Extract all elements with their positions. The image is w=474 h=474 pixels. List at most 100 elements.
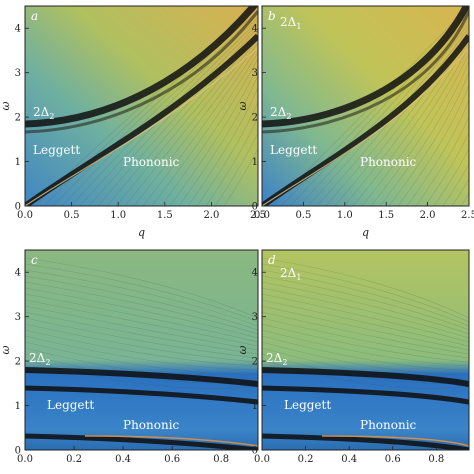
x-tick-label: 1.0 xyxy=(110,210,126,221)
contour-line xyxy=(25,275,258,331)
y-tick-label: 4 xyxy=(15,268,21,279)
panel-plot xyxy=(25,6,258,206)
y-axis-label: ω xyxy=(0,101,12,110)
x-tick-label: 0.2 xyxy=(66,454,82,465)
dispersion-band-highlight xyxy=(25,47,258,206)
contour-line xyxy=(25,323,258,363)
x-tick-label: 0.0 xyxy=(17,454,33,465)
contour-line xyxy=(133,42,258,206)
contour-line xyxy=(262,329,469,367)
label-2delta2: 2Δ2 xyxy=(33,105,54,121)
label-leggett: Leggett xyxy=(270,143,317,157)
y-tick-label: 2 xyxy=(15,113,21,124)
contour-line xyxy=(205,116,258,206)
panel-a: 0.0 0.5 1.0 1.5 2.0 2.501234ωqa2Δ2LeggettPhon… xyxy=(0,5,266,239)
panel-letter: d xyxy=(268,253,276,267)
contour-line xyxy=(160,57,258,206)
contour-line xyxy=(352,40,469,206)
panel-frame xyxy=(24,5,259,207)
label-leggett: Leggett xyxy=(47,398,94,412)
contour-line xyxy=(442,163,469,206)
contour-line xyxy=(433,147,469,206)
dispersion-band-phononic xyxy=(25,33,258,206)
contour-line xyxy=(262,263,469,323)
contour-line xyxy=(406,99,469,206)
dispersion-band-highlight xyxy=(84,435,258,447)
label-phononic: Phononic xyxy=(123,418,180,432)
panel-c: 0.0 0.2 0.4 0.6 0.8 0 1 2 3 4 ω c 2Δ2 Leggett Phononic xyxy=(0,249,259,465)
contour-line xyxy=(25,263,258,323)
panel-frame xyxy=(261,5,470,207)
y-tick-label: 0 xyxy=(252,446,258,457)
x-tick-label: 0.2 xyxy=(298,454,314,465)
x-tick-label: 2.0 xyxy=(420,210,436,221)
y-tick-label: 2 xyxy=(252,357,258,368)
panel-frame xyxy=(261,249,470,451)
dispersion-band-highlight xyxy=(262,47,469,206)
y-tick-label: 4 xyxy=(252,268,258,279)
panel-background xyxy=(25,250,258,450)
contour-line xyxy=(262,275,469,331)
x-tick-label: 1.0 xyxy=(337,210,353,221)
y-axis-label: ω xyxy=(236,101,249,110)
contour-line xyxy=(25,317,258,359)
contour-line xyxy=(196,100,258,206)
y-tick-label: 0 xyxy=(252,202,258,213)
label-phononic: Phononic xyxy=(123,155,180,169)
contour-line xyxy=(25,269,258,327)
x-tick-label: 0.4 xyxy=(341,454,357,465)
x-tick-label: 0.5 xyxy=(295,210,311,221)
x-tick-label: 2.5 xyxy=(461,210,474,221)
y-tick-label: 3 xyxy=(15,312,21,323)
dispersion-band-phononic xyxy=(262,34,469,206)
contour-line xyxy=(25,341,258,375)
y-axis-label: ω xyxy=(0,345,12,354)
y-tick-label: 3 xyxy=(252,312,258,323)
x-tick-label: 0.0 xyxy=(254,210,270,221)
contour-line xyxy=(25,257,258,319)
label-phononic: Phononic xyxy=(360,418,417,432)
x-tick-label: 0.6 xyxy=(385,454,401,465)
dispersion-band-2 xyxy=(262,385,469,405)
contour-line xyxy=(25,329,258,367)
contour-line xyxy=(388,70,469,206)
panel-background xyxy=(262,250,469,450)
y-tick-label: 0 xyxy=(15,446,21,457)
contour-line xyxy=(370,52,469,206)
panel-d: 0.0 0.2 0.4 0.6 0.8 0 1 2 3 4 ω d 2Δ1 2Δ2 Leggett Phono… xyxy=(236,249,470,465)
y-tick-label: 1 xyxy=(15,401,21,412)
y-tick-label: 1 xyxy=(252,401,258,412)
x-tick-label: 1.5 xyxy=(378,210,394,221)
contour-line xyxy=(415,115,469,206)
dispersion-band-upper xyxy=(25,6,258,128)
x-tick-label: 0.8 xyxy=(213,454,229,465)
x-tick-label: 0.0 xyxy=(254,454,270,465)
label-2delta2: 2Δ2 xyxy=(266,351,287,367)
contour-line xyxy=(25,299,258,347)
x-tick-label: 2.0 xyxy=(203,210,219,221)
dispersion-band-upper-2 xyxy=(25,10,258,134)
dispersion-band-2 xyxy=(25,385,258,405)
contour-line xyxy=(262,335,469,371)
contour-line xyxy=(25,287,258,339)
contour-line xyxy=(124,38,258,206)
contour-line xyxy=(262,317,469,359)
contour-line xyxy=(25,281,258,335)
x-axis-label: q xyxy=(362,226,369,239)
dispersion-band-3 xyxy=(262,433,469,450)
contour-line xyxy=(25,335,258,371)
contour-line xyxy=(397,83,469,206)
contour-line xyxy=(262,299,469,347)
contour-line xyxy=(424,131,469,206)
label-2delta2: 2Δ2 xyxy=(270,105,291,121)
y-tick-label: 4 xyxy=(15,24,21,35)
contour-line xyxy=(262,281,469,335)
dispersion-band-1 xyxy=(262,367,469,387)
x-tick-label: 0.6 xyxy=(164,454,180,465)
contour-line xyxy=(169,65,258,206)
x-tick-label: 0.8 xyxy=(428,454,444,465)
x-tick-label: 1.5 xyxy=(157,210,173,221)
y-tick-label: 2 xyxy=(252,113,258,124)
contour-line xyxy=(262,305,469,351)
contour-line xyxy=(223,147,258,206)
